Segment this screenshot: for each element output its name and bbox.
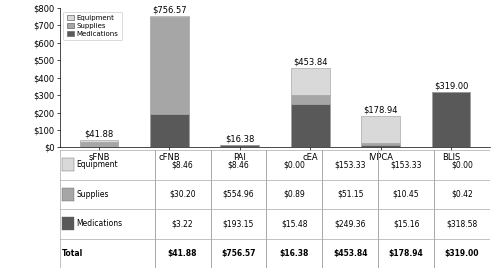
Text: $153.33: $153.33	[334, 160, 366, 169]
Text: $15.48: $15.48	[281, 219, 307, 228]
Bar	[62, 188, 74, 201]
Text: $153.33: $153.33	[390, 160, 422, 169]
Text: $0.00: $0.00	[451, 160, 473, 169]
Bar	[362, 143, 400, 145]
Bar	[291, 95, 330, 104]
Text: $8.46: $8.46	[172, 160, 194, 169]
Text: $16.38: $16.38	[225, 134, 254, 143]
Text: $178.94: $178.94	[389, 249, 424, 258]
Text: $10.45: $10.45	[393, 190, 419, 199]
Text: $249.36: $249.36	[334, 219, 366, 228]
Text: $319.00: $319.00	[445, 249, 480, 258]
Text: $453.84: $453.84	[293, 58, 328, 67]
Text: Supplies: Supplies	[76, 190, 109, 199]
Text: $193.15: $193.15	[223, 219, 254, 228]
Legend: Equipment, Supplies, Medications: Equipment, Supplies, Medications	[64, 12, 122, 40]
Text: Equipment: Equipment	[76, 160, 118, 169]
Bar	[62, 217, 74, 230]
Bar	[220, 145, 259, 147]
Text: $318.58: $318.58	[446, 219, 478, 228]
Bar	[362, 116, 400, 143]
Bar	[62, 158, 74, 172]
Text: $51.15: $51.15	[337, 190, 363, 199]
Bar	[80, 140, 118, 142]
Bar	[432, 92, 470, 147]
Bar	[150, 16, 188, 17]
Text: $41.88: $41.88	[168, 249, 198, 258]
Text: $30.20: $30.20	[169, 190, 196, 199]
Text: $453.84: $453.84	[333, 249, 368, 258]
Bar	[291, 68, 330, 95]
Bar	[291, 104, 330, 147]
Text: $8.46: $8.46	[228, 160, 250, 169]
Text: $756.57: $756.57	[221, 249, 256, 258]
Text: $756.57: $756.57	[152, 5, 186, 14]
Text: $319.00: $319.00	[434, 81, 468, 90]
Bar	[150, 17, 188, 114]
Text: $0.42: $0.42	[451, 190, 473, 199]
Text: $15.16: $15.16	[393, 219, 419, 228]
Text: Medications: Medications	[76, 219, 122, 228]
Bar	[80, 142, 118, 147]
Text: $16.38: $16.38	[280, 249, 309, 258]
Text: $41.88: $41.88	[84, 130, 114, 139]
Text: $178.94: $178.94	[364, 106, 398, 115]
Text: $0.00: $0.00	[284, 160, 306, 169]
Bar	[150, 114, 188, 147]
Text: $554.96: $554.96	[222, 190, 254, 199]
Text: Total: Total	[62, 249, 84, 258]
Bar	[362, 145, 400, 147]
Text: $0.89: $0.89	[284, 190, 305, 199]
Text: $3.22: $3.22	[172, 219, 194, 228]
